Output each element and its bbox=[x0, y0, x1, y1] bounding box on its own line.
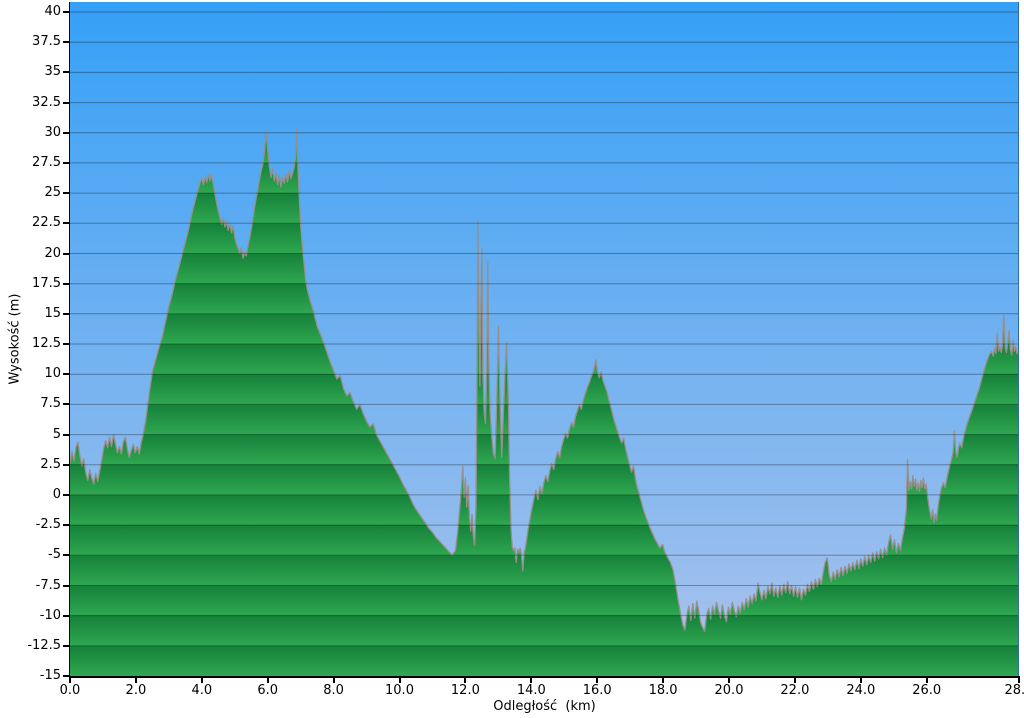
terrain-outline bbox=[70, 129, 1019, 632]
y-tick-label: -7.5 bbox=[35, 577, 61, 593]
y-tick-label: 10 bbox=[44, 366, 61, 382]
y-tick-label: 5 bbox=[52, 426, 61, 442]
y-axis-title: Wysokość (m) bbox=[7, 293, 23, 385]
x-tick-mark bbox=[596, 677, 599, 683]
y-tick-label: 35 bbox=[44, 64, 61, 80]
x-tick-label: 14.0 bbox=[516, 683, 546, 698]
y-tick-mark bbox=[63, 11, 69, 13]
x-tick-label: 12.0 bbox=[450, 683, 480, 698]
x-tick-label: 22.0 bbox=[780, 683, 810, 698]
x-tick-mark bbox=[728, 677, 730, 683]
y-tick-mark bbox=[63, 41, 69, 44]
x-tick-label: 2.0 bbox=[125, 683, 147, 698]
y-tick-mark bbox=[63, 493, 69, 496]
x-tick-label: 26.0 bbox=[912, 683, 942, 698]
y-tick-label: 0 bbox=[52, 486, 61, 502]
y-tick-mark bbox=[63, 403, 69, 406]
x-tick-mark bbox=[464, 677, 467, 683]
x-tick-mark bbox=[200, 677, 203, 683]
x-tick-label: 6.0 bbox=[257, 683, 279, 698]
x-tick-mark bbox=[1018, 677, 1020, 683]
y-tick-mark bbox=[63, 554, 69, 557]
x-tick-mark bbox=[925, 677, 928, 683]
y-tick-mark bbox=[63, 161, 69, 164]
y-tick-mark bbox=[63, 524, 69, 527]
y-tick-label: 30 bbox=[44, 124, 61, 140]
y-tick-mark bbox=[63, 463, 69, 466]
y-tick-label: 17.5 bbox=[32, 275, 61, 291]
y-tick-mark bbox=[63, 282, 69, 285]
x-tick-mark bbox=[69, 677, 71, 683]
x-tick-label: 28.8 bbox=[1004, 683, 1024, 698]
y-tick-mark bbox=[63, 71, 69, 74]
x-tick-label: 4.0 bbox=[191, 683, 213, 698]
y-tick-label: 15 bbox=[44, 305, 61, 321]
y-tick-label: -10 bbox=[39, 607, 61, 623]
plot-area bbox=[70, 2, 1019, 676]
y-tick-mark bbox=[63, 584, 69, 587]
y-tick-label: 22.5 bbox=[32, 215, 61, 231]
x-tick-mark bbox=[793, 677, 796, 683]
y-tick-mark bbox=[63, 614, 69, 617]
y-tick-label: -5 bbox=[48, 547, 61, 563]
y-tick-mark bbox=[63, 433, 69, 436]
y-tick-label: -15 bbox=[39, 668, 61, 683]
y-tick-label: 27.5 bbox=[32, 154, 61, 170]
y-tick-label: 40 bbox=[44, 4, 61, 19]
y-tick-label: 32.5 bbox=[32, 94, 61, 110]
y-tick-label: 12.5 bbox=[32, 336, 61, 351]
y-tick-mark bbox=[63, 312, 69, 315]
y-tick-mark bbox=[63, 675, 69, 677]
y-tick-mark bbox=[63, 252, 69, 255]
terrain-area bbox=[70, 130, 1019, 676]
x-tick-label: 24.0 bbox=[846, 683, 876, 698]
y-tick-mark bbox=[63, 101, 69, 104]
x-tick-label: 10.0 bbox=[385, 683, 414, 698]
x-tick-label: 20.0 bbox=[714, 683, 744, 698]
x-tick-mark bbox=[332, 677, 335, 683]
x-tick-mark bbox=[530, 677, 533, 683]
y-tick-label: 25 bbox=[44, 185, 61, 201]
x-tick-mark bbox=[859, 677, 862, 683]
x-tick-mark bbox=[266, 677, 269, 683]
y-tick-mark bbox=[63, 192, 69, 195]
x-axis-line bbox=[68, 675, 1020, 678]
plot-svg bbox=[70, 2, 1019, 676]
y-tick-label: -2.5 bbox=[35, 517, 61, 533]
y-tick-mark bbox=[63, 644, 69, 647]
x-tick-label: 18.0 bbox=[648, 683, 678, 698]
x-tick-label: 16.0 bbox=[582, 683, 612, 698]
y-tick-label: 2.5 bbox=[40, 456, 61, 472]
y-tick-label: 7.5 bbox=[40, 396, 61, 412]
x-tick-label: 0.0 bbox=[59, 683, 81, 698]
y-tick-mark bbox=[63, 343, 69, 345]
y-tick-label: 20 bbox=[44, 245, 61, 261]
y-tick-label: 37.5 bbox=[32, 34, 61, 50]
y-tick-mark bbox=[63, 131, 69, 134]
y-tick-label: -12.5 bbox=[27, 637, 61, 653]
x-tick-mark bbox=[134, 677, 137, 683]
x-tick-label: 8.0 bbox=[323, 683, 344, 698]
y-tick-mark bbox=[63, 373, 69, 376]
y-axis-line bbox=[68, 2, 70, 677]
x-tick-mark bbox=[662, 677, 665, 683]
x-tick-mark bbox=[398, 677, 401, 683]
y-tick-mark bbox=[63, 222, 69, 225]
x-axis-title: Odległość (km) bbox=[493, 699, 596, 714]
